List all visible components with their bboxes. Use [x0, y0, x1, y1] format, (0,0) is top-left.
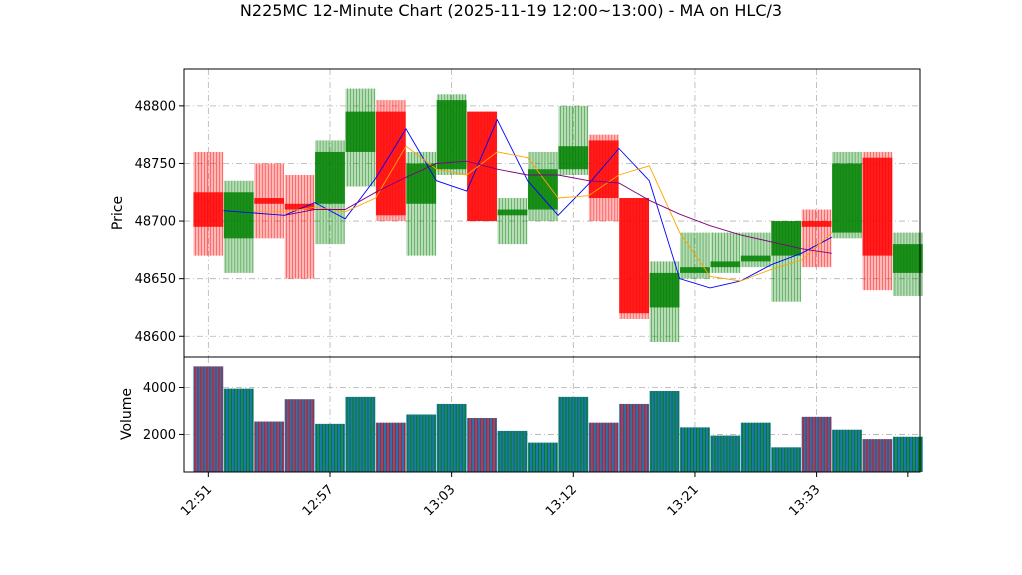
chart-title: N225MC 12-Minute Chart (2025-11-19 12:00… — [240, 1, 782, 20]
volume-bar — [467, 418, 497, 472]
volume-bar — [740, 422, 771, 472]
candle-body — [345, 111, 376, 152]
candle-wick — [740, 232, 771, 268]
volume-bar — [558, 396, 589, 472]
candle — [315, 140, 345, 245]
candle-body — [497, 209, 528, 216]
candle-body — [406, 163, 437, 204]
volume-bar — [680, 427, 710, 472]
volume-bar — [223, 388, 254, 472]
candle-body — [284, 203, 315, 210]
ma-line — [254, 145, 833, 282]
x-tick-label: 13:21 — [665, 482, 702, 519]
volume-axis-label: Volume — [119, 388, 135, 440]
candle-body — [771, 221, 802, 256]
x-tick-label: 12:57 — [300, 482, 337, 519]
x-tick-label: 13:33 — [786, 482, 823, 519]
candle — [375, 100, 406, 222]
candle — [619, 198, 650, 319]
volume-bar — [193, 366, 224, 472]
volume-bar — [649, 391, 680, 472]
volume-bar — [771, 447, 802, 472]
x-tick-label: 13:03 — [421, 482, 458, 519]
volume-bar — [892, 436, 923, 472]
volume-bar — [527, 442, 558, 472]
candle-body — [588, 140, 619, 199]
candle-body — [436, 100, 467, 170]
x-tick-label: 13:12 — [543, 482, 580, 519]
candle-body — [740, 255, 771, 262]
candle-body — [710, 261, 741, 268]
candle-body — [649, 272, 680, 308]
volume-panel-frame — [183, 356, 921, 473]
candle — [710, 232, 741, 273]
candle-body — [527, 169, 558, 210]
price-y-tick-label: 48750 — [135, 157, 176, 172]
volume-bar — [406, 414, 437, 472]
candle — [223, 180, 254, 273]
volume-bar — [345, 396, 376, 472]
candle-body — [862, 157, 893, 256]
price-axis-label: Price — [110, 196, 126, 230]
candle — [254, 163, 285, 239]
candle — [527, 151, 558, 222]
volume-bar — [801, 416, 832, 472]
candle-body — [375, 111, 406, 216]
candle-body — [315, 151, 345, 204]
volume-bar — [710, 435, 741, 472]
price-panel: 48600 48650 48700 48750 48800 Price — [110, 68, 923, 358]
candle — [467, 111, 497, 222]
candle — [740, 232, 771, 268]
x-axis: 12:51 12:57 13:03 13:12 13:21 13:33 — [178, 472, 909, 519]
ma-line — [223, 118, 833, 289]
ma-line — [284, 160, 832, 254]
candle — [406, 151, 437, 256]
candle — [862, 151, 893, 291]
volume-bar — [375, 422, 406, 472]
volume-panel: 2000 4000 Volume — [119, 356, 923, 473]
candle-body — [254, 198, 285, 204]
candle — [558, 105, 589, 175]
candle-wick — [284, 174, 315, 279]
candle-body — [223, 192, 254, 239]
price-y-tick-label: 48800 — [135, 99, 176, 114]
volume-bar — [284, 399, 315, 472]
candle-body — [892, 244, 923, 273]
candle — [892, 232, 923, 296]
candle-body — [832, 163, 862, 233]
candle — [345, 88, 376, 187]
volume-bar — [862, 439, 893, 472]
volume-y-tick-label: 2000 — [143, 428, 176, 443]
volume-bar — [436, 403, 467, 472]
candle-body — [801, 221, 832, 227]
volume-bar — [588, 422, 619, 472]
candle — [284, 174, 315, 279]
candle — [193, 151, 224, 256]
price-y-tick-label: 48650 — [135, 272, 176, 287]
volume-bar — [254, 421, 285, 472]
price-y-tick-label: 48600 — [135, 330, 176, 345]
volume-bar — [315, 423, 345, 472]
candle-body — [680, 267, 710, 273]
candle-body — [619, 198, 650, 314]
candle — [801, 209, 832, 268]
price-y-tick-label: 48700 — [135, 215, 176, 230]
candle-body — [467, 111, 497, 222]
candle-body — [558, 146, 589, 170]
volume-y-tick-label: 4000 — [143, 381, 176, 396]
candle-body — [193, 192, 224, 227]
volume-bar — [619, 403, 650, 472]
volume-bar — [497, 430, 528, 472]
candle — [497, 198, 528, 245]
volume-bar — [832, 429, 862, 472]
candle-wick — [497, 198, 528, 245]
candle — [649, 261, 680, 343]
x-tick-label: 12:51 — [178, 482, 215, 519]
candle — [588, 134, 619, 222]
candle — [832, 151, 862, 239]
candle-wick — [801, 209, 832, 268]
